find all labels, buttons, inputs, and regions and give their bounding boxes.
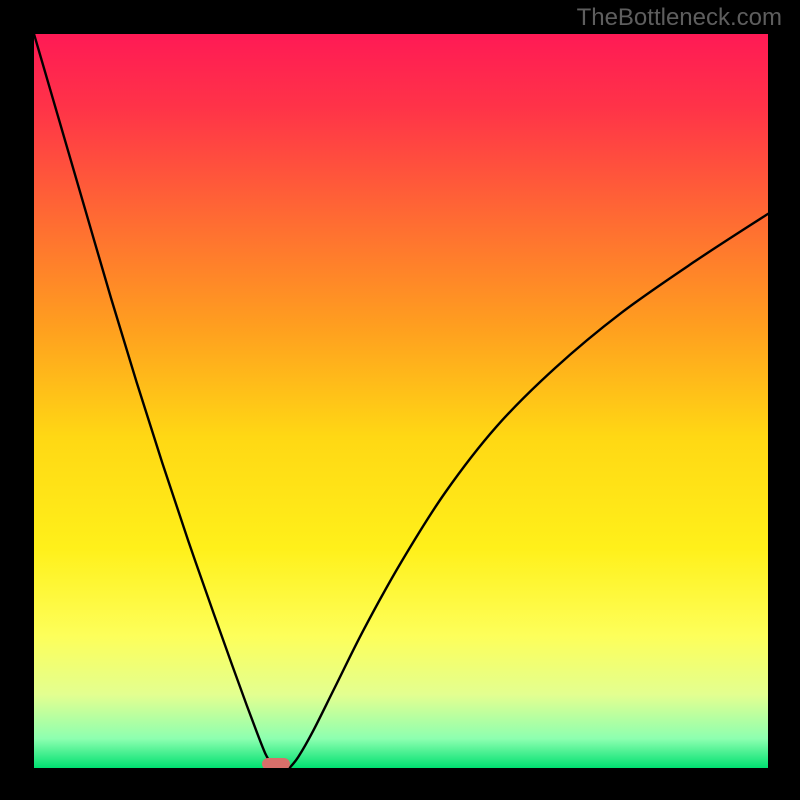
minimum-marker [262, 758, 290, 768]
gradient-background [34, 34, 768, 768]
chart-frame: TheBottleneck.com [0, 0, 800, 800]
plot-area [34, 34, 768, 768]
watermark-text: TheBottleneck.com [577, 4, 782, 32]
